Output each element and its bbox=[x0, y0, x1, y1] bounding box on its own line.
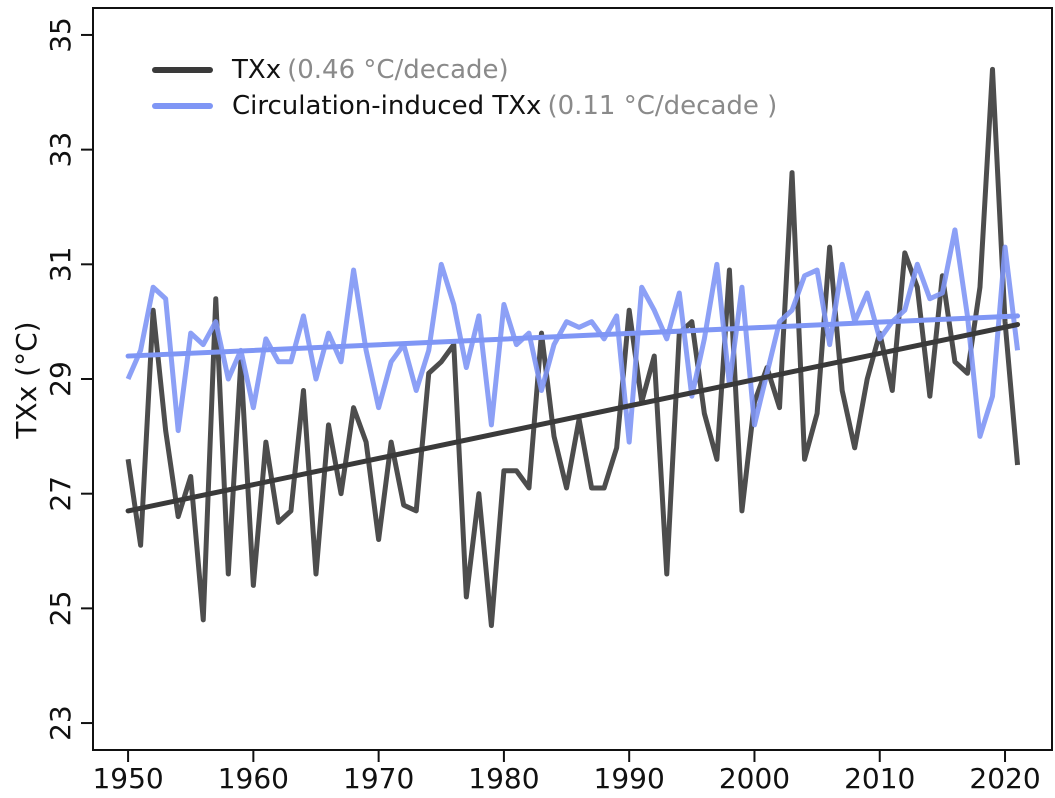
legend-label: TXx (0.46 °C/decade) bbox=[231, 55, 509, 85]
y-axis-label: TXx (°C) bbox=[10, 321, 43, 439]
y-tick-label: 35 bbox=[44, 17, 77, 53]
y-tick-label: 23 bbox=[44, 705, 77, 741]
trend-line bbox=[125, 313, 1021, 359]
x-tick-label: 1980 bbox=[468, 762, 539, 795]
y-tick-label: 31 bbox=[44, 246, 77, 282]
x-tick-label: 1970 bbox=[343, 762, 414, 795]
legend-name: Circulation-induced TXx bbox=[232, 91, 541, 121]
x-tick-label: 2000 bbox=[719, 762, 790, 795]
legend-label: Circulation-induced TXx (0.11 °C/decade ) bbox=[232, 91, 777, 121]
legend-rate: (0.11 °C/decade ) bbox=[547, 91, 777, 121]
data-line bbox=[125, 66, 1021, 629]
x-tick-label: 1960 bbox=[218, 762, 289, 795]
x-tick-label: 1950 bbox=[92, 762, 163, 795]
legend-name: TXx bbox=[231, 55, 281, 85]
y-tick-label: 27 bbox=[44, 476, 77, 512]
x-tick-label: 2010 bbox=[844, 762, 915, 795]
data-line bbox=[125, 227, 1021, 445]
y-tick-label: 33 bbox=[44, 132, 77, 168]
trend-line bbox=[125, 322, 1021, 514]
x-tick-label: 1990 bbox=[594, 762, 665, 795]
legend-rate: (0.46 °C/decade) bbox=[287, 55, 509, 85]
y-tick-label: 29 bbox=[44, 361, 77, 397]
y-tick-label: 25 bbox=[44, 591, 77, 627]
x-tick-label: 2020 bbox=[969, 762, 1040, 795]
